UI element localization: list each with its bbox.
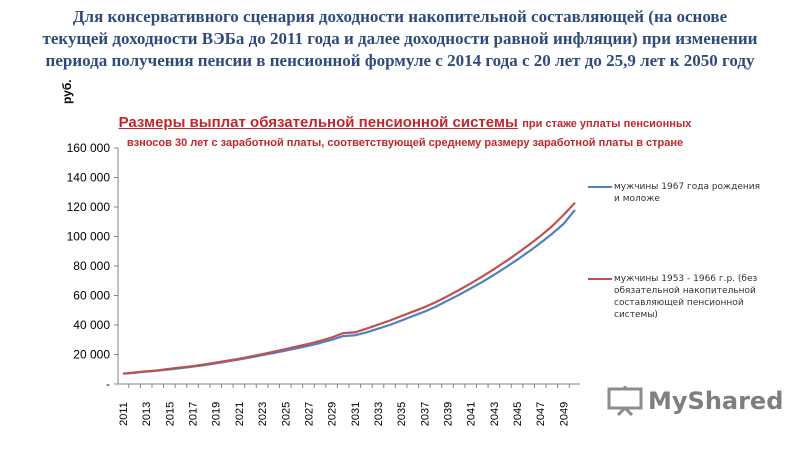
x-tick-label: 2021 [234, 402, 246, 426]
chart-title-block: Размеры выплат обязательной пенсионной с… [115, 114, 695, 152]
x-tick-label: 2035 [396, 402, 408, 426]
y-tick-label: - [106, 377, 110, 391]
legend-swatch-red [588, 278, 612, 280]
y-tick-label: 60 000 [73, 289, 110, 303]
legend-item-red: мужчины 1953 - 1966 г.р. (без обязательн… [588, 273, 768, 321]
chart-title: Размеры выплат обязательной пенсионной с… [118, 114, 518, 131]
x-tick-label: 2037 [419, 402, 431, 426]
x-tick-label: 2015 [164, 402, 176, 426]
x-tick-label: 2019 [211, 402, 223, 426]
legend-label-red: мужчины 1953 - 1966 г.р. (без обязательн… [614, 274, 758, 320]
x-tick-label: 2043 [489, 402, 501, 426]
series-line-red [122, 201, 576, 375]
legend-label-blue: мужчины 1967 года рождения и моложе [614, 182, 761, 204]
x-tick-label: 2023 [257, 402, 269, 426]
legend-swatch-blue [588, 186, 612, 188]
y-tick-label: 120 000 [67, 200, 111, 214]
x-tick-label: 2027 [303, 402, 315, 426]
x-tick-label: 2045 [512, 402, 524, 426]
brand-name: MyShared [648, 387, 784, 415]
presentation-board-icon [607, 386, 643, 416]
x-tick-label: 2017 [188, 402, 200, 426]
y-tick-label: 100 000 [67, 230, 111, 244]
x-tick-label: 2047 [535, 402, 547, 426]
x-tick-label: 2031 [350, 402, 362, 426]
series-line-blue [122, 209, 576, 375]
x-tick-label: 2025 [280, 402, 292, 426]
x-tick-label: 2041 [466, 402, 478, 426]
x-tick-label: 2049 [558, 402, 570, 426]
x-tick-label: 2033 [373, 402, 385, 426]
chart-subtitle: при стаже уплаты пенсионных взносов 30 л… [126, 118, 692, 149]
x-tick-label: 2029 [327, 402, 339, 426]
page-title: Для консервативного сценария доходности … [42, 7, 758, 70]
y-tick-label: 160 000 [67, 141, 111, 155]
x-tick-label: 2013 [141, 402, 153, 426]
watermark-logo: MyShared [606, 386, 783, 416]
y-tick-label: 140 000 [67, 171, 111, 185]
x-tick-label: 2011 [118, 402, 130, 426]
y-tick-label: 80 000 [73, 259, 110, 273]
legend-item-blue: мужчины 1967 года рождения и моложе [588, 181, 768, 205]
y-tick-label: 20 000 [73, 348, 110, 362]
y-tick-label: 40 000 [73, 318, 110, 332]
x-tick-label: 2039 [443, 402, 455, 426]
